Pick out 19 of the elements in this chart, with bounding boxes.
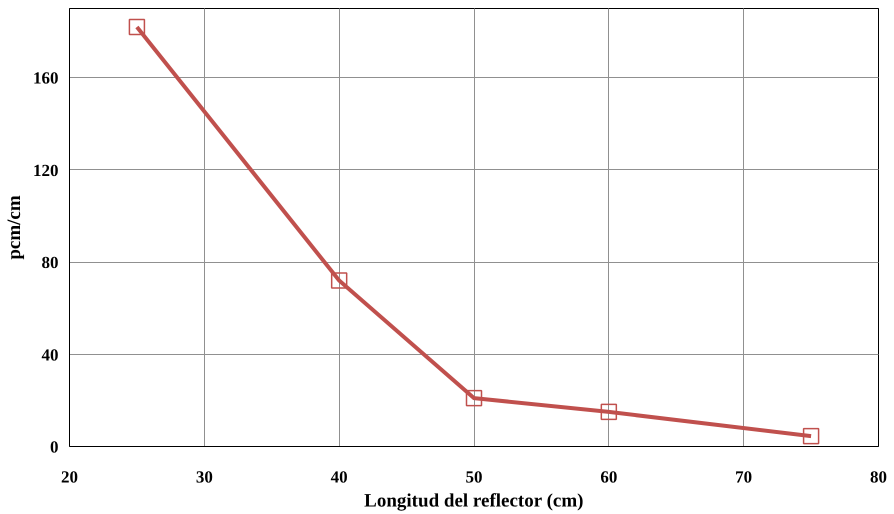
point [802, 428, 820, 444]
x-tick-label: 30 [196, 468, 213, 486]
y-axis-title: pcm/cm [4, 195, 25, 260]
point [128, 18, 146, 36]
x-tick-label: 50 [466, 468, 482, 486]
y-tick-label: 0 [50, 438, 58, 456]
x-tick-label: 80 [870, 468, 887, 486]
point [466, 390, 482, 406]
y-tick-label: 80 [42, 253, 58, 272]
x-tick-label: 60 [600, 468, 618, 486]
y-tick-label: 40 [42, 345, 58, 364]
x-tick-label: 20 [61, 468, 78, 486]
point [330, 272, 348, 289]
x-tick-label: 70 [735, 468, 752, 486]
x-axis-title: Longitud del reflector (cm) [364, 490, 584, 512]
point [600, 404, 618, 420]
x-tick-label: 40 [330, 468, 348, 486]
y-tick-label: 120 [33, 160, 58, 180]
y-tick-label: 160 [33, 68, 58, 88]
